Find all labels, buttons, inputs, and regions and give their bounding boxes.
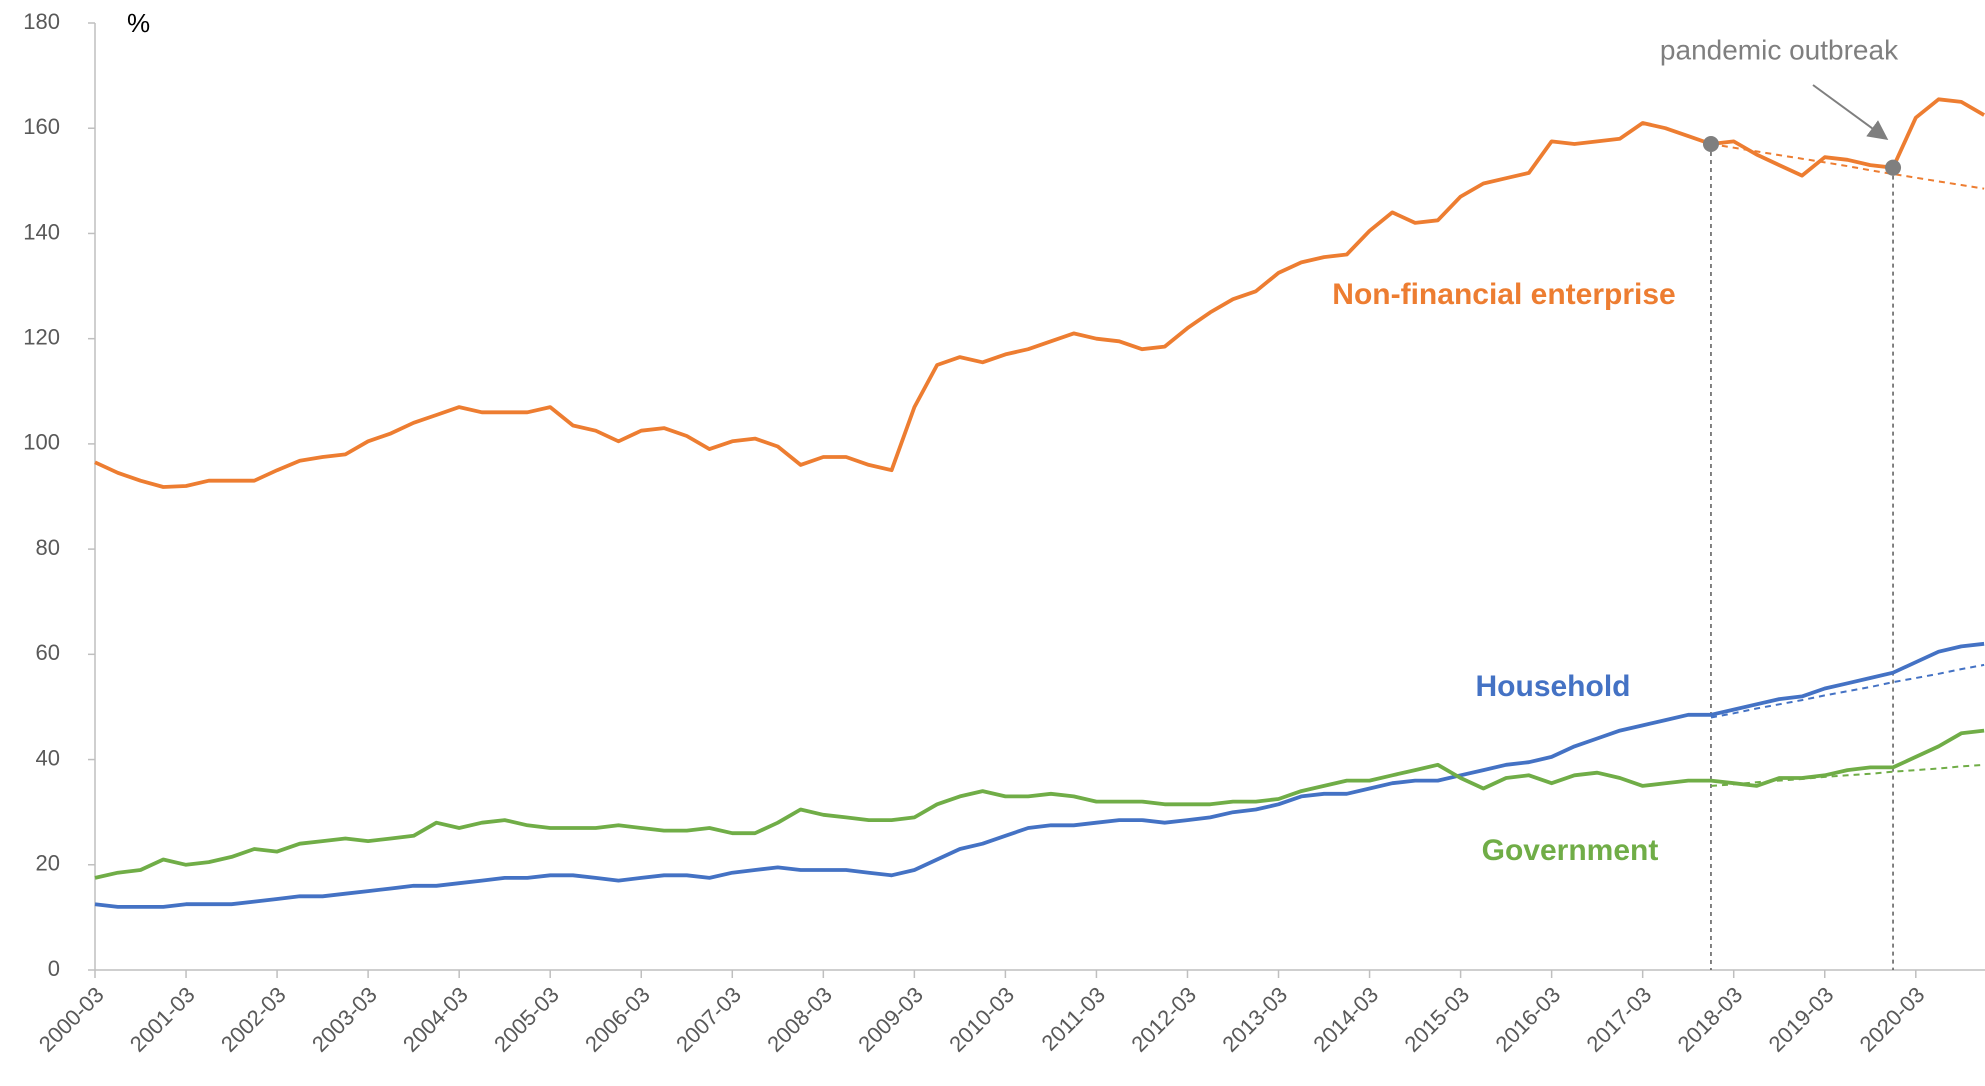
y-tick-label: 40 (36, 745, 60, 770)
series-label: Government (1482, 834, 1659, 867)
x-tick-label: 2015-03 (1399, 982, 1474, 1057)
x-tick-label: 2000-03 (34, 982, 109, 1057)
x-tick-label: 2020-03 (1855, 982, 1930, 1057)
y-tick-label: 180 (23, 9, 60, 34)
x-tick-label: 2016-03 (1491, 982, 1566, 1057)
x-tick-label: 2008-03 (762, 982, 837, 1057)
x-tick-label: 2002-03 (216, 982, 291, 1057)
x-tick-label: 2011-03 (1036, 982, 1110, 1056)
y-tick-label: 20 (36, 851, 60, 876)
trend-line (1710, 663, 1985, 719)
y-tick-label: 160 (23, 114, 60, 139)
x-tick-label: 2019-03 (1764, 982, 1839, 1057)
x-tick-label: 2014-03 (1308, 982, 1383, 1057)
y-tick-label: 120 (23, 324, 60, 349)
series-line (94, 641, 1985, 909)
x-tick-label: 2010-03 (944, 982, 1019, 1057)
trend-line (1710, 763, 1985, 787)
trend-line (1710, 143, 1985, 190)
x-tick-label: 2017-03 (1582, 982, 1657, 1057)
annotation-arrow (1812, 84, 1889, 141)
event-marker (1885, 159, 1902, 176)
x-tick-label: 2004-03 (398, 982, 473, 1057)
series-label: Household (1476, 670, 1631, 703)
series-line (94, 97, 1985, 489)
x-tick-label: 2005-03 (489, 982, 564, 1057)
y-axis-label: % (127, 8, 150, 38)
x-tick-label: 2009-03 (853, 982, 928, 1057)
event-marker (1702, 136, 1719, 153)
x-tick-label: 2006-03 (580, 982, 655, 1057)
x-tick-label: 2018-03 (1673, 982, 1748, 1057)
y-tick-label: 140 (23, 219, 60, 244)
x-tick-label: 2012-03 (1126, 982, 1201, 1057)
y-tick-label: 80 (36, 535, 60, 560)
x-tick-label: 2001-03 (125, 982, 200, 1057)
series-label: Non-financial enterprise (1332, 278, 1675, 311)
series-line (94, 728, 1985, 880)
x-tick-label: 2013-03 (1217, 982, 1292, 1057)
annotation: pandemic outbreak (1660, 34, 1899, 65)
x-tick-label: 2003-03 (307, 982, 382, 1057)
y-tick-label: 0 (48, 956, 60, 981)
x-tick-label: 2007-03 (671, 982, 746, 1057)
y-tick-label: 60 (36, 640, 60, 665)
y-tick-label: 100 (23, 430, 60, 455)
